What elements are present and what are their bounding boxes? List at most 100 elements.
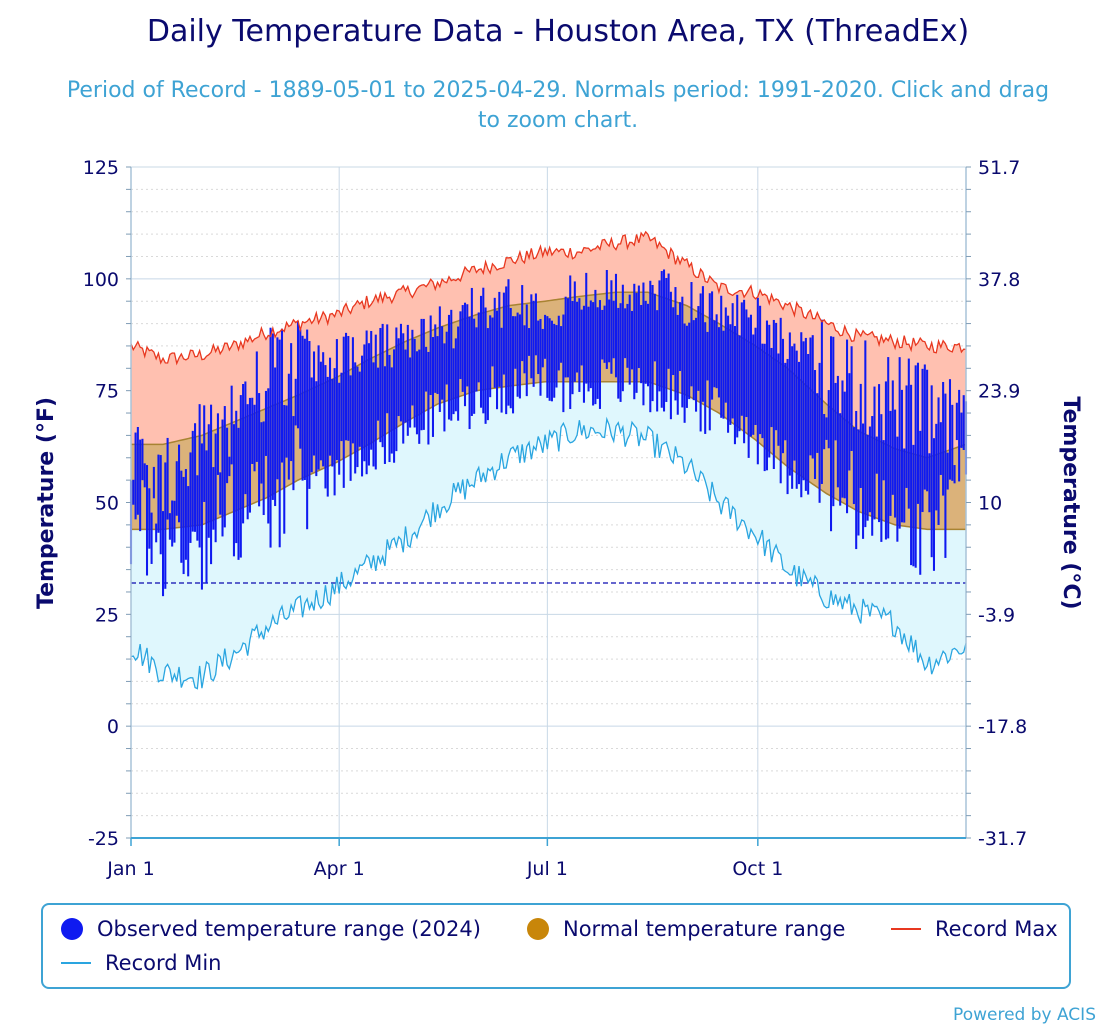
observed-bar xyxy=(642,282,645,406)
y-tick-label: 100 xyxy=(83,269,119,291)
observed-bar xyxy=(674,287,677,401)
observed-bar xyxy=(818,362,821,503)
observed-bar xyxy=(537,320,540,375)
observed-bar xyxy=(258,393,261,507)
observed-bar xyxy=(349,375,352,481)
observed-bar xyxy=(587,306,590,392)
observed-bar xyxy=(763,343,766,472)
observed-bar xyxy=(672,307,675,376)
observed-bar xyxy=(566,298,569,378)
observed-bar xyxy=(807,353,810,495)
observed-bar xyxy=(665,277,668,402)
observed-bar xyxy=(557,315,560,371)
observed-bar xyxy=(134,432,137,520)
observed-bar xyxy=(395,327,398,452)
observed-bar xyxy=(235,410,238,544)
observed-bar xyxy=(207,424,210,538)
observed-bar xyxy=(960,412,963,448)
observed-bar xyxy=(466,304,469,387)
observed-bar xyxy=(935,423,938,511)
observed-bar xyxy=(246,404,249,520)
observed-bar xyxy=(267,388,270,524)
observed-bar xyxy=(573,281,576,382)
observed-bar xyxy=(690,282,693,387)
observed-bar xyxy=(171,500,174,547)
observed-bar xyxy=(608,299,611,363)
observed-bar xyxy=(374,334,377,470)
observed-bar xyxy=(939,422,942,475)
observed-bar xyxy=(717,327,720,398)
observed-bar xyxy=(855,410,858,550)
observed-bar xyxy=(594,289,597,405)
observed-bar xyxy=(736,294,739,438)
observed-bar xyxy=(660,271,663,408)
observed-bar xyxy=(512,316,515,414)
observed-bar xyxy=(379,327,382,443)
observed-bar xyxy=(333,368,336,496)
observed-bar xyxy=(866,434,869,521)
observed-bar xyxy=(324,365,327,489)
observed-bar xyxy=(523,325,526,374)
observed-bar xyxy=(356,366,359,468)
observed-bar xyxy=(704,322,707,434)
legend-record-min[interactable]: Record Min xyxy=(61,951,222,975)
observed-bar xyxy=(415,351,418,435)
observed-bar xyxy=(791,346,794,489)
observed-bar xyxy=(210,404,213,565)
y2-tick-label: -31.7 xyxy=(978,828,1027,850)
observed-bar xyxy=(786,358,789,495)
observed-bar xyxy=(585,272,588,384)
observed-bar xyxy=(216,413,219,475)
observed-bar xyxy=(889,410,892,516)
observed-bar xyxy=(603,305,606,363)
observed-bar xyxy=(546,316,549,398)
observed-bar xyxy=(816,393,819,453)
observed-bar xyxy=(191,430,194,532)
observed-bar xyxy=(155,523,158,543)
observed-bar xyxy=(468,316,471,430)
observed-bar xyxy=(948,379,952,480)
legend-normal[interactable]: Normal temperature range xyxy=(527,917,845,941)
observed-bar xyxy=(681,296,684,408)
observed-bar xyxy=(850,346,853,451)
observed-bar xyxy=(276,337,279,480)
observed-bar xyxy=(351,337,354,444)
record-min-line-icon xyxy=(61,962,91,964)
observed-bar xyxy=(477,312,480,383)
observed-bar xyxy=(569,275,572,410)
y-tick-label: 50 xyxy=(95,493,119,515)
observed-bar xyxy=(447,314,451,420)
observed-bar xyxy=(239,395,242,558)
observed-bar xyxy=(926,369,929,492)
observed-bar xyxy=(296,320,300,429)
observed-bar xyxy=(795,350,798,489)
observed-bar xyxy=(679,302,682,372)
observed-bar xyxy=(500,327,503,413)
legend-normal-label: Normal temperature range xyxy=(563,917,846,941)
observed-bar xyxy=(425,346,428,392)
y-tick-label: 25 xyxy=(95,604,119,626)
observed-bar xyxy=(509,307,512,409)
observed-bar xyxy=(367,343,370,466)
observed-bar xyxy=(905,385,908,488)
observed-bar xyxy=(528,328,531,356)
observed-bar xyxy=(676,314,679,415)
y-axis-title-right: Temperature (°C) xyxy=(1058,396,1083,609)
observed-bar xyxy=(427,351,430,445)
credits-link[interactable]: Powered by ACIS xyxy=(953,1005,1096,1025)
observed-bar xyxy=(930,385,933,558)
legend-observed[interactable]: Observed temperature range (2024) xyxy=(61,917,481,941)
observed-bar xyxy=(287,373,290,480)
observed-bar xyxy=(365,330,368,475)
observed-bar xyxy=(331,378,334,467)
observed-bar xyxy=(189,452,192,543)
observed-bar xyxy=(910,384,913,566)
observed-bar xyxy=(422,318,425,430)
legend-record-max[interactable]: Record Max xyxy=(891,917,1058,941)
observed-bar xyxy=(928,453,931,513)
temperature-chart[interactable]: 125 51.7 100 37.8 75 23.9 50 10 25 -3.9 0 -17.8 -25 -… xyxy=(0,0,1116,900)
legend-record-min-label: Record Min xyxy=(105,951,222,975)
normal-dot-icon xyxy=(527,918,549,940)
observed-bar xyxy=(754,327,757,425)
observed-bar xyxy=(873,386,876,520)
